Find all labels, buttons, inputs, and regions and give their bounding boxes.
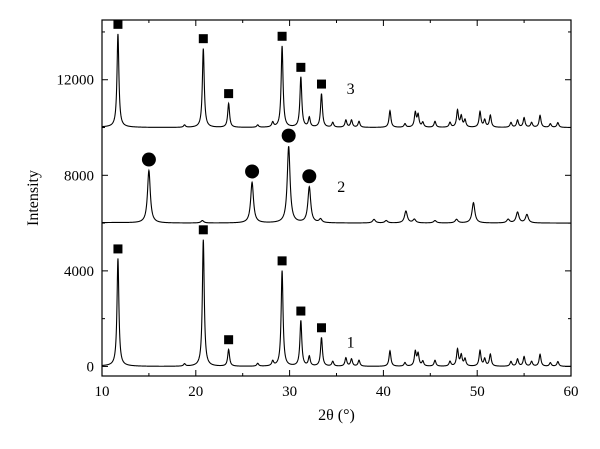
peak-marker-square	[224, 335, 234, 345]
trace-3	[101, 33, 571, 128]
trace-label-3: 3	[347, 81, 355, 98]
peak-marker-square	[113, 19, 123, 29]
y-tick-label: 8000	[64, 168, 94, 184]
peak-marker-square	[277, 31, 287, 41]
peak-marker-circle	[281, 128, 296, 143]
x-tick-label: 40	[376, 384, 391, 400]
trace-2	[102, 146, 571, 224]
peak-marker-square	[316, 323, 326, 333]
x-tick-label: 50	[470, 384, 485, 400]
marker-layer	[113, 19, 326, 345]
peak-marker-square	[277, 256, 287, 266]
peak-marker-square	[316, 79, 326, 89]
y-tick-label: 4000	[64, 264, 94, 280]
y-tick-label: 0	[87, 359, 95, 375]
peak-marker-square	[198, 225, 208, 235]
trace-label-2: 2	[337, 179, 345, 196]
peak-marker-circle	[141, 152, 156, 167]
trace-label-1: 1	[347, 334, 355, 351]
plot-frame	[101, 19, 572, 377]
peak-marker-square	[296, 306, 306, 316]
y-axis-title: Intensity	[25, 170, 42, 226]
trace-layer	[101, 33, 571, 367]
label-layer: 10 20 30 40 50 60 0 4000 8000 12000 1 2 3	[57, 73, 579, 400]
peak-marker-square	[224, 89, 234, 99]
peak-marker-square	[113, 244, 123, 254]
peak-marker-square	[296, 62, 306, 72]
peak-marker-circle	[302, 169, 317, 184]
x-tick-label: 10	[95, 384, 110, 400]
x-tick-label: 20	[188, 384, 203, 400]
tick-layer	[101, 20, 572, 376]
peak-marker-square	[198, 34, 208, 44]
x-tick-label: 60	[564, 384, 579, 400]
x-tick-label: 30	[282, 384, 297, 400]
x-axis-title: 2θ (°)	[318, 407, 355, 424]
peak-marker-circle	[245, 164, 260, 179]
y-tick-label: 12000	[57, 73, 95, 89]
trace-1	[101, 239, 571, 367]
